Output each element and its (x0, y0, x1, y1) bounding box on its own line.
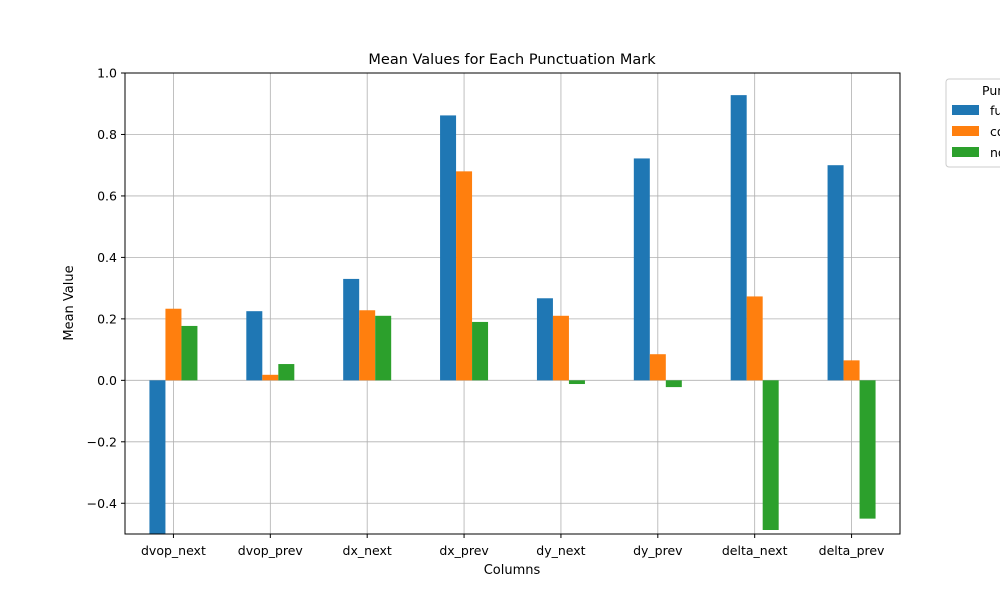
y-tick-label: 0.6 (97, 188, 117, 203)
bar-no-delta_next (762, 380, 779, 531)
bar-no-dvop_prev (278, 364, 295, 381)
y-tick-label: −0.4 (87, 496, 117, 511)
legend-swatch-no (952, 147, 979, 157)
bar-co-dx_prev (456, 171, 473, 381)
y-axis-label: Mean Value (62, 265, 77, 340)
bar-fu-dvop_next (149, 380, 166, 534)
bar-co-dx_next (359, 310, 376, 381)
x-tick-label: dvop_next (141, 543, 206, 558)
bar-fu-dy_prev (633, 158, 650, 381)
bar-co-dy_prev (649, 354, 666, 381)
legend-swatch-fu (952, 105, 979, 115)
x-tick-label: dvop_prev (238, 543, 304, 558)
bar-fu-dvop_prev (246, 311, 263, 381)
y-tick-label: 1.0 (97, 66, 117, 81)
bar-fu-delta_prev (827, 165, 844, 381)
y-tick-label: −0.2 (87, 434, 117, 449)
bar-no-delta_prev (859, 380, 876, 519)
y-tick-label: 0.0 (97, 373, 117, 388)
x-tick-label: dy_prev (633, 543, 683, 558)
y-tick-label: 0.8 (97, 127, 117, 142)
x-tick-label: dx_prev (439, 543, 489, 558)
bar-co-delta_prev (843, 360, 860, 381)
bar-co-dvop_next (165, 308, 182, 381)
x-tick-label: delta_next (722, 543, 788, 558)
bar-co-delta_next (746, 296, 763, 381)
x-tick-label: dx_next (343, 543, 392, 558)
plot-frame (124, 72, 901, 535)
bar-fu-dy_next (536, 298, 553, 381)
chart-title: Mean Values for Each Punctuation Mark (368, 52, 656, 68)
grid-lines (125, 72, 900, 534)
y-tick-label: 0.4 (97, 250, 117, 265)
bar-fu-dx_prev (440, 115, 457, 381)
bar-no-dy_prev (665, 380, 682, 388)
legend: Pun fu co no (945, 78, 1000, 168)
legend-label-no: no (990, 145, 1000, 160)
legend-swatch-co (952, 126, 979, 136)
x-tick-label: delta_prev (819, 543, 885, 558)
bars (149, 95, 876, 534)
bar-no-dvop_next (181, 325, 198, 381)
bar-co-dvop_prev (262, 374, 279, 381)
bar-no-dx_next (375, 315, 392, 381)
legend-label-fu: fu (990, 103, 1000, 118)
y-axis-ticks: −0.4 −0.2 0.0 0.2 0.4 0.6 0.8 1.0 (87, 66, 125, 511)
legend-label-co: co (990, 124, 1000, 139)
bar-co-dy_next (552, 315, 569, 381)
legend-title: Pun (982, 83, 1000, 98)
bar-no-dx_prev (472, 321, 489, 381)
bar-fu-dx_next (343, 278, 360, 381)
legend-box (945, 78, 1000, 168)
y-tick-label: 0.2 (97, 311, 117, 326)
x-axis-label: Columns (484, 563, 541, 578)
x-tick-label: dy_next (536, 543, 585, 558)
bar-no-dy_next (568, 380, 585, 385)
x-axis-ticks: dvop_next dvop_prev dx_next dx_prev dy_next d… (141, 534, 885, 558)
bar-fu-delta_next (730, 95, 747, 381)
